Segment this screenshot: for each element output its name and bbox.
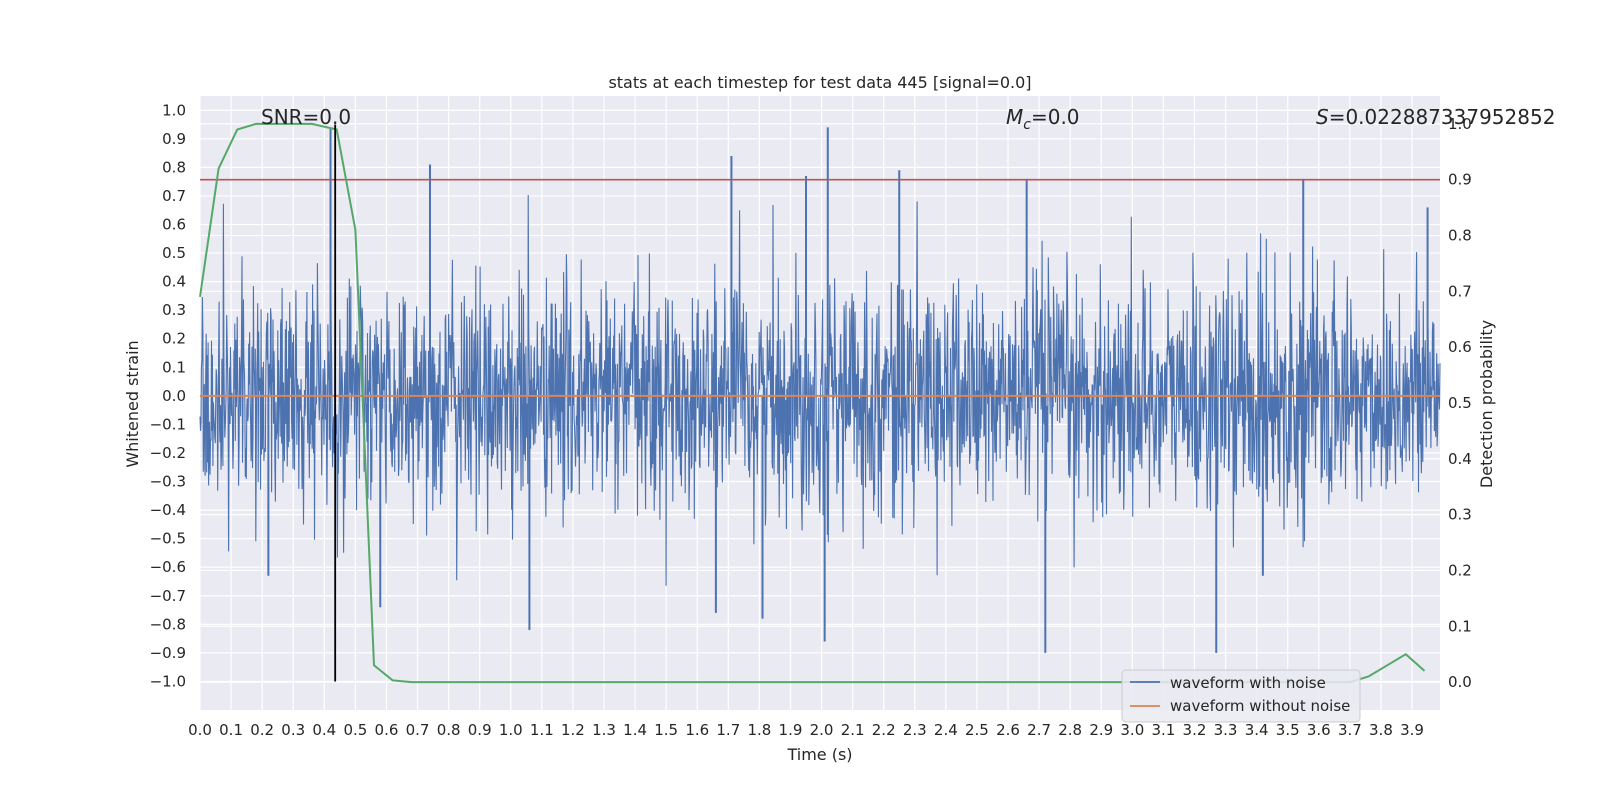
- noise-trace: [199, 194, 1441, 586]
- y2-axis-label: Detection probability: [1477, 320, 1496, 488]
- y-tick-label: −0.1: [150, 415, 186, 433]
- x-tick-label: 2.4: [934, 721, 958, 739]
- x-tick-label: 0.5: [343, 721, 367, 739]
- y2-tick-label: 1.0: [1448, 115, 1472, 133]
- y-tick-label: −0.8: [150, 615, 186, 633]
- x-tick-label: 0.8: [437, 721, 461, 739]
- x-tick-label: 3.4: [1245, 721, 1269, 739]
- y-tick-label: 0.4: [162, 273, 186, 291]
- y2-tick-label: 0.5: [1448, 394, 1472, 412]
- y-tick-label: −0.4: [150, 501, 186, 519]
- y-tick-label: −0.3: [150, 473, 186, 491]
- x-tick-label: 1.5: [654, 721, 678, 739]
- x-tick-label: 0.2: [250, 721, 274, 739]
- x-tick-label: 3.7: [1338, 721, 1362, 739]
- overlay-series: [199, 122, 1440, 684]
- x-tick-label: 0.3: [281, 721, 305, 739]
- y-tick-label: 0.5: [162, 244, 186, 262]
- x-tick-label: 3.1: [1151, 721, 1175, 739]
- x-tick-label: 1.4: [623, 721, 647, 739]
- x-tick-label: 1.7: [716, 721, 740, 739]
- y2-axis-ticks: 0.0 0.1 0.2 0.3 0.4 0.5 0.6 0.7 0.8 0.9 1.0: [1448, 115, 1472, 691]
- y2-tick-label: 0.6: [1448, 338, 1472, 356]
- x-tick-label: 2.0: [810, 721, 834, 739]
- y2-tick-label: 0.0: [1448, 673, 1472, 691]
- y2-tick-label: 0.7: [1448, 282, 1472, 300]
- x-tick-label: 2.1: [841, 721, 865, 739]
- x-tick-label: 0.1: [219, 721, 243, 739]
- x-tick-label: 1.0: [499, 721, 523, 739]
- detection-probability-line: [199, 122, 1426, 684]
- chirp-mass-annotation: Mc=0.0: [1006, 105, 1080, 133]
- x-tick-label: 1.1: [530, 721, 554, 739]
- y-tick-label: 0.2: [162, 330, 186, 348]
- snr-annotation: SNR=0.0: [261, 105, 351, 129]
- x-tick-label: 1.8: [747, 721, 771, 739]
- y-tick-label: 0.3: [162, 301, 186, 319]
- x-axis-ticks: 0.0 0.1 0.2 0.3 0.4 0.5 0.6 0.7 0.8 0.9 1.0 1.1 1.2 1…: [188, 721, 1424, 739]
- waveform-with-noise-series: [199, 127, 1441, 653]
- x-tick-label: 2.9: [1089, 721, 1113, 739]
- y-tick-label: 0.7: [162, 187, 186, 205]
- y-tick-label: 0.1: [162, 358, 186, 376]
- x-tick-label: 3.0: [1120, 721, 1144, 739]
- chart-title: stats at each timestep for test data 445…: [608, 73, 1031, 92]
- y2-tick-label: 0.3: [1448, 506, 1472, 524]
- legend-label-noise: waveform with noise: [1170, 674, 1326, 692]
- y-tick-label: 1.0: [162, 101, 186, 119]
- y-tick-label: 0.9: [162, 130, 186, 148]
- y-tick-label: −0.7: [150, 587, 186, 605]
- y-tick-label: 0.0: [162, 387, 186, 405]
- y2-tick-label: 0.1: [1448, 617, 1472, 635]
- x-tick-label: 0.7: [406, 721, 430, 739]
- y-tick-label: −1.0: [150, 672, 186, 690]
- y-axis-label: Whitened strain: [123, 340, 142, 467]
- x-tick-label: 2.3: [903, 721, 927, 739]
- legend-box: [1121, 669, 1361, 723]
- x-tick-label: 3.6: [1307, 721, 1331, 739]
- legend: waveform with noise waveform without noi…: [1121, 669, 1361, 723]
- x-tick-label: 2.7: [1027, 721, 1051, 739]
- x-tick-label: 0.6: [375, 721, 399, 739]
- y-tick-label: 0.6: [162, 216, 186, 234]
- chirp-mass-value: =0.0: [1031, 105, 1080, 129]
- x-tick-label: 2.6: [996, 721, 1020, 739]
- x-tick-label: 2.5: [965, 721, 989, 739]
- y-tick-label: −0.5: [150, 530, 186, 548]
- x-tick-label: 1.6: [685, 721, 709, 739]
- y-tick-label: 0.8: [162, 158, 186, 176]
- y2-tick-label: 0.8: [1448, 227, 1472, 245]
- x-tick-label: 3.5: [1276, 721, 1300, 739]
- x-tick-label: 2.8: [1058, 721, 1082, 739]
- y-tick-label: −0.9: [150, 644, 186, 662]
- y2-tick-label: 0.2: [1448, 561, 1472, 579]
- y-axis-ticks: 1.0 0.9 0.8 0.7 0.6 0.5 0.4 0.3 0.2 0.1 0.0 −0.1 −0.…: [150, 101, 186, 690]
- x-tick-label: 3.3: [1214, 721, 1238, 739]
- x-axis-label: Time (s): [786, 745, 852, 764]
- legend-label-clean: waveform without noise: [1170, 697, 1350, 715]
- s-annotation: S=0.022887337952852: [1316, 105, 1555, 129]
- y2-tick-label: 0.9: [1448, 171, 1472, 189]
- x-tick-label: 0.4: [312, 721, 336, 739]
- s-value: =0.022887337952852: [1329, 105, 1556, 129]
- x-tick-label: 3.8: [1369, 721, 1393, 739]
- x-tick-label: 2.2: [872, 721, 896, 739]
- y-tick-label: −0.6: [150, 558, 186, 576]
- x-tick-label: 3.2: [1183, 721, 1207, 739]
- x-tick-label: 3.9: [1400, 721, 1424, 739]
- y-tick-label: −0.2: [150, 444, 186, 462]
- x-tick-label: 1.9: [779, 721, 803, 739]
- y2-tick-label: 0.4: [1448, 450, 1472, 468]
- x-tick-label: 1.2: [561, 721, 585, 739]
- x-tick-label: 0.0: [188, 721, 212, 739]
- x-tick-label: 1.3: [592, 721, 616, 739]
- x-tick-label: 0.9: [468, 721, 492, 739]
